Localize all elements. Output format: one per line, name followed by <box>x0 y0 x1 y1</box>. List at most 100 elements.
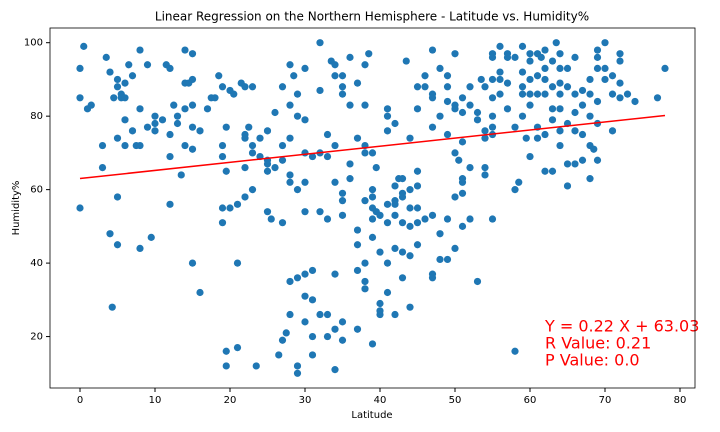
scatter-point <box>275 351 283 359</box>
scatter-point <box>293 369 302 377</box>
scatter-point <box>267 215 275 223</box>
scatter-point <box>76 64 84 73</box>
scatter-point <box>398 274 407 282</box>
scatter-point <box>166 64 174 73</box>
scatter-point <box>233 200 242 208</box>
scatter-point <box>293 362 302 370</box>
scatter-point <box>526 90 534 98</box>
scatter-point <box>353 266 362 275</box>
scatter-point <box>196 288 204 297</box>
scatter-point <box>113 83 122 91</box>
scatter-point <box>181 141 189 150</box>
scatter-point <box>511 347 519 355</box>
scatter-point <box>593 156 602 164</box>
scatter-point <box>293 112 302 120</box>
scatter-point <box>301 270 309 278</box>
scatter-point <box>151 119 159 128</box>
scatter-point <box>496 42 504 50</box>
scatter-point <box>301 64 309 73</box>
scatter-point <box>177 171 185 179</box>
scatter-point <box>286 61 294 69</box>
scatter-point <box>301 292 309 300</box>
scatter-point <box>106 230 114 238</box>
scatter-point <box>563 160 572 168</box>
scatter-point <box>515 178 523 186</box>
y-tick-label: 40 <box>30 258 43 269</box>
scatter-point <box>188 259 197 267</box>
scatter-point <box>481 134 489 142</box>
scatter-point <box>488 94 497 102</box>
scatter-point <box>233 343 242 352</box>
scatter-point <box>121 141 129 150</box>
scatter-point <box>383 112 392 120</box>
scatter-point <box>526 101 534 109</box>
scatter-point <box>548 105 557 113</box>
scatter-point <box>541 64 549 73</box>
scatter-point <box>608 90 617 98</box>
scatter-point <box>181 46 189 54</box>
scatter-point <box>466 163 474 172</box>
scatter-point <box>166 130 174 139</box>
scatter-point <box>136 141 144 150</box>
scatter-point <box>451 50 459 58</box>
scatter-point <box>496 68 504 76</box>
y-tick-label: 60 <box>30 185 43 196</box>
scatter-point <box>537 53 545 61</box>
scatter-point <box>323 130 332 139</box>
x-tick-label: 20 <box>224 395 237 406</box>
scatter-point <box>571 160 579 168</box>
scatter-point <box>256 134 264 142</box>
scatter-point <box>398 175 407 183</box>
scatter-point <box>548 116 557 124</box>
scatter-point <box>353 79 362 87</box>
scatter-point <box>533 134 542 142</box>
scatter-point <box>455 156 463 164</box>
scatter-point <box>106 68 114 76</box>
scatter-point <box>121 94 129 102</box>
scatter-point <box>218 83 227 91</box>
scatter-point <box>443 97 452 106</box>
scatter-point <box>151 127 159 135</box>
y-tick-label: 100 <box>24 38 43 49</box>
scatter-point <box>222 123 230 131</box>
scatter-point <box>421 215 429 223</box>
scatter-point <box>346 53 354 61</box>
scatter-point <box>473 277 482 286</box>
scatter-point <box>548 83 557 91</box>
scatter-point <box>222 362 230 370</box>
scatter-point <box>365 50 373 58</box>
scatter-point <box>526 50 534 58</box>
scatter-point <box>151 112 159 120</box>
scatter-point <box>563 64 572 73</box>
scatter-point <box>252 362 260 370</box>
scatter-point <box>556 90 564 98</box>
scatter-point <box>308 266 317 275</box>
scatter-point <box>271 163 279 172</box>
scatter-point <box>571 108 579 117</box>
scatter-point <box>222 167 230 175</box>
scatter-point <box>361 61 369 69</box>
scatter-point <box>428 94 437 102</box>
x-tick-label: 80 <box>674 395 687 406</box>
scatter-point <box>406 134 414 142</box>
scatter-point <box>421 83 429 91</box>
y-tick-label: 80 <box>30 111 43 122</box>
scatter-point <box>188 145 197 153</box>
scatter-point <box>556 79 564 87</box>
scatter-point <box>361 277 369 286</box>
scatter-point <box>248 186 257 194</box>
scatter-point <box>518 90 527 98</box>
scatter-point <box>578 101 587 109</box>
scatter-point <box>338 318 347 326</box>
scatter-point <box>503 105 512 113</box>
scatter-point <box>511 53 519 61</box>
scatter-point <box>616 79 624 87</box>
y-axis-label: Humidity% <box>11 181 22 236</box>
x-tick-label: 50 <box>449 395 462 406</box>
scatter-point <box>230 90 238 98</box>
scatter-point <box>338 197 347 205</box>
scatter-point <box>488 75 497 84</box>
scatter-point <box>308 351 317 359</box>
scatter-point <box>278 156 287 164</box>
